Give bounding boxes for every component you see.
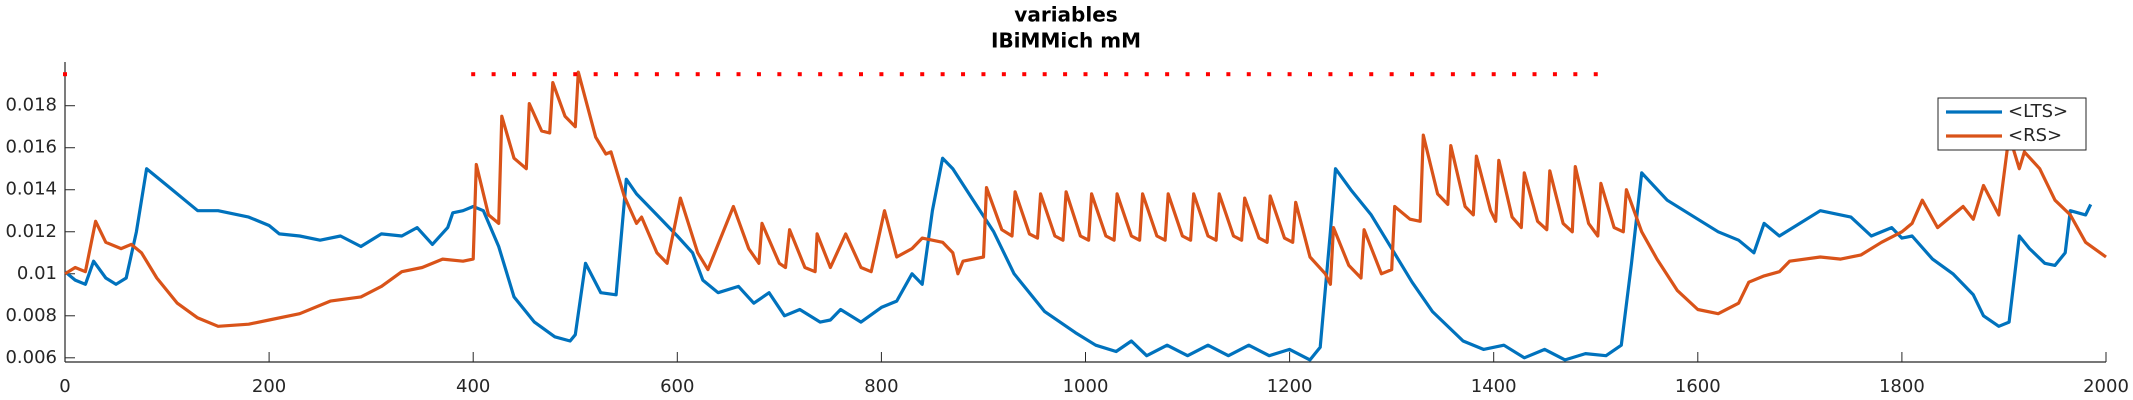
event-marker [593, 72, 598, 77]
x-tick-label: 2000 [2083, 376, 2129, 397]
event-marker [1022, 72, 1027, 77]
event-marker [614, 72, 619, 77]
x-tick-label: 1800 [1879, 376, 1925, 397]
event-marker [1083, 72, 1088, 77]
y-tick-label: 0.014 [5, 179, 57, 200]
event-marker [797, 72, 802, 77]
x-tick-label: 200 [252, 376, 286, 397]
x-tick-label: 0 [59, 376, 70, 397]
event-marker [471, 72, 476, 77]
event-marker [736, 72, 741, 77]
event-marker [1491, 72, 1496, 77]
event-marker [1063, 72, 1068, 77]
y-tick-label: 0.006 [5, 347, 57, 368]
event-marker [1512, 72, 1517, 77]
event-marker [675, 72, 680, 77]
event-marker [1328, 72, 1333, 77]
y-tick-label: 0.008 [5, 305, 57, 326]
event-marker [1450, 72, 1455, 77]
event-marker [1103, 72, 1108, 77]
y-tick-label: 0.018 [5, 95, 57, 116]
event-marker [1369, 72, 1374, 77]
event-marker [1430, 72, 1435, 77]
event-marker [1348, 72, 1353, 77]
event-marker [1593, 72, 1598, 77]
event-marker [491, 72, 496, 77]
x-tick-label: 400 [456, 376, 490, 397]
event-marker [716, 72, 721, 77]
event-marker [899, 72, 904, 77]
event-marker [838, 72, 843, 77]
event-marker [1573, 72, 1578, 77]
y-tick-label: 0.01 [17, 263, 57, 284]
chart-subtitle: IBiMMich mM [991, 29, 1141, 53]
event-marker [1287, 72, 1292, 77]
y-tick-label: 0.016 [5, 137, 57, 158]
event-marker [63, 72, 67, 77]
event-marker [573, 72, 578, 77]
event-marker [1410, 72, 1415, 77]
series-line [64, 70, 2107, 328]
event-marker [1185, 72, 1190, 77]
x-tick-label: 600 [660, 376, 694, 397]
event-marker [858, 72, 863, 77]
event-marker [1267, 72, 1272, 77]
event-marker [1205, 72, 1210, 77]
legend-label: <LTS> [2008, 101, 2068, 122]
event-marker [1001, 72, 1006, 77]
chart-title: variables [1014, 3, 1117, 27]
event-marker [532, 72, 537, 77]
event-marker [695, 72, 700, 77]
event-marker [879, 72, 884, 77]
x-tick-label: 1000 [1063, 376, 1109, 397]
event-marker [1471, 72, 1476, 77]
x-tick-label: 800 [864, 376, 898, 397]
event-marker [777, 72, 782, 77]
event-marker [1532, 72, 1537, 77]
legend-label: <RS> [2008, 125, 2062, 146]
x-tick-label: 1600 [1675, 376, 1721, 397]
event-marker [961, 72, 966, 77]
event-marker [1308, 72, 1313, 77]
event-marker [1226, 72, 1231, 77]
event-marker [1165, 72, 1170, 77]
event-marker [1389, 72, 1394, 77]
x-tick-label: 1400 [1471, 376, 1517, 397]
event-marker [1552, 72, 1557, 77]
event-marker [818, 72, 823, 77]
series-line [63, 156, 2093, 362]
event-marker [552, 72, 557, 77]
y-tick-label: 0.012 [5, 221, 57, 242]
event-marker [1042, 72, 1047, 77]
x-tick-label: 1200 [1267, 376, 1313, 397]
event-marker [756, 72, 761, 77]
event-marker [1144, 72, 1149, 77]
event-marker [634, 72, 639, 77]
event-marker [981, 72, 986, 77]
event-marker [654, 72, 659, 77]
event-marker [1124, 72, 1129, 77]
legend-box [1937, 97, 2087, 151]
event-marker [1246, 72, 1251, 77]
event-marker [920, 72, 925, 77]
event-marker [940, 72, 945, 77]
event-marker [512, 72, 517, 77]
